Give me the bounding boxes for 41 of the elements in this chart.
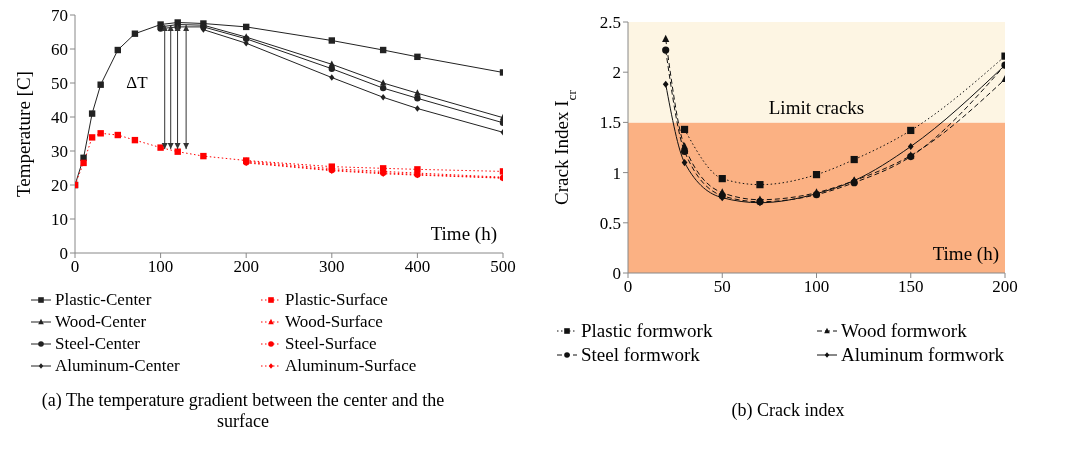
y-tick-label: 2 — [612, 63, 621, 83]
x-axis-title: Time (h) — [932, 243, 999, 265]
y-axis-title: Temperature [C] — [13, 71, 34, 197]
text: (b) Crack index — [730, 400, 846, 421]
y-tick-label: 2.5 — [599, 13, 621, 33]
x-tick-label: 200 — [992, 277, 1018, 297]
y-tick-label: 20 — [51, 176, 68, 196]
y-tick-label: 30 — [51, 142, 68, 162]
legend-label: Steel formwork — [581, 344, 700, 366]
legend-label: Plastic formwork — [581, 320, 713, 342]
x-tick-label: 300 — [319, 257, 345, 277]
annotation: ΔT — [126, 73, 148, 93]
legend-label: Wood formwork — [841, 320, 967, 342]
legend-label: Aluminum-Center — [55, 356, 180, 376]
legend-label: Aluminum-Surface — [285, 356, 417, 376]
y-tick-label: 1.5 — [599, 113, 621, 133]
x-tick-label: 50 — [713, 277, 731, 297]
y-tick-label: 10 — [51, 210, 68, 230]
legend-label: Wood-Center — [55, 312, 147, 332]
x-tick-label: 100 — [147, 257, 174, 277]
x-tick-label: 500 — [490, 257, 516, 277]
x-axis-title: Time (h) — [430, 223, 497, 245]
y-tick-label: 70 — [51, 6, 68, 26]
legend-label: Steel-Center — [55, 334, 140, 354]
x-tick-label: 400 — [404, 257, 431, 277]
y-tick-label: 0 — [59, 244, 68, 264]
y-tick-label: 1 — [612, 163, 621, 183]
y-tick-label: 40 — [51, 108, 68, 128]
x-tick-label: 150 — [898, 277, 924, 297]
legend-label: Plastic-Surface — [285, 290, 388, 310]
legend-label: Wood-Surface — [285, 312, 383, 332]
y-tick-label: 50 — [51, 74, 68, 94]
legend-label: Steel-Surface — [285, 334, 377, 354]
text: (a) The temperature gradient between the center and the surface — [40, 390, 446, 432]
x-tick-label: 100 — [803, 277, 830, 297]
y-tick-label: 0.5 — [599, 213, 621, 233]
band-label: Limit cracks — [768, 97, 865, 119]
legend-label: Plastic-Center — [55, 290, 152, 310]
y-tick-label: 60 — [51, 40, 68, 60]
legend-label: Aluminum formwork — [841, 344, 1005, 366]
x-tick-label: 200 — [233, 257, 259, 277]
